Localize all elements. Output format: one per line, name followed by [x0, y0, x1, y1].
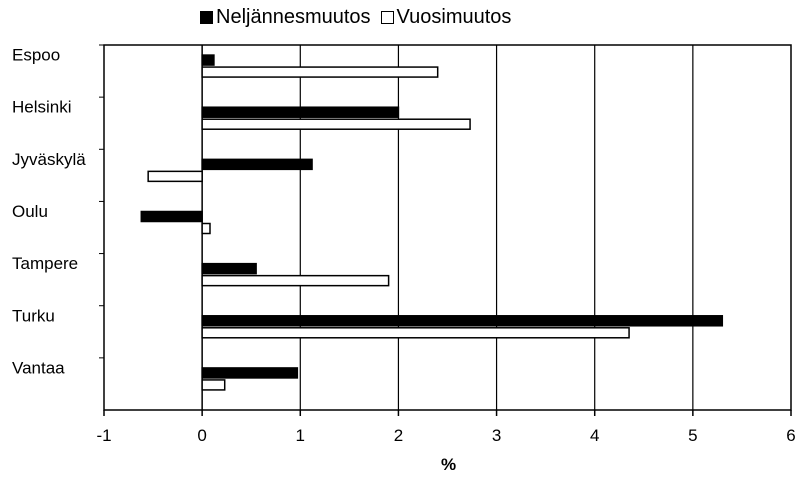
bar-vuosimuutos-vantaa [201, 379, 226, 391]
category-label: Turku [12, 306, 55, 325]
category-label: Oulu [12, 202, 48, 221]
bar-neljännesmuutos-vantaa [201, 367, 299, 379]
bar-neljännesmuutos-jyväskylä [201, 158, 313, 171]
x-tick-label: 3 [492, 426, 501, 445]
x-tick-label: -1 [96, 426, 111, 445]
bar-vuosimuutos-oulu [201, 222, 211, 235]
category-label: Vantaa [12, 358, 65, 377]
legend-label-vuosimuutos: Vuosimuutos [396, 6, 512, 28]
x-tick-label: 2 [394, 426, 403, 445]
bar-vuosimuutos-espoo [201, 66, 439, 78]
category-label: Tampere [12, 254, 78, 273]
x-axis-title: % [441, 455, 457, 474]
legend: Neljännesmuutos Vuosimuutos [200, 6, 521, 29]
legend-swatch-vuosimuutos [380, 11, 394, 24]
bar-neljännesmuutos-tampere [201, 262, 257, 275]
x-tick-label: 6 [786, 426, 795, 445]
bar-neljännesmuutos-espoo [201, 54, 215, 66]
bar-neljännesmuutos-turku [201, 315, 724, 327]
category-label: Helsinki [12, 98, 72, 117]
legend-swatch-neljannesmuutos [200, 11, 213, 24]
x-tick-label: 1 [296, 426, 305, 445]
bar-neljännesmuutos-oulu [140, 210, 203, 223]
legend-item-vuosimuutos: Vuosimuutos [380, 6, 512, 29]
x-tick-label: 5 [688, 426, 697, 445]
legend-item-neljannesmuutos: Neljännesmuutos [200, 6, 371, 29]
bar-neljännesmuutos-helsinki [201, 106, 400, 118]
category-label: Espoo [12, 46, 60, 65]
plot-frame [103, 44, 792, 411]
legend-label-neljannesmuutos: Neljännesmuutos [216, 6, 371, 28]
bar-vuosimuutos-helsinki [201, 118, 471, 130]
x-tick-label: 0 [197, 426, 206, 445]
bar-vuosimuutos-turku [201, 327, 630, 339]
bar-vuosimuutos-tampere [201, 274, 390, 287]
x-tick-label: 4 [590, 426, 599, 445]
bar-vuosimuutos-jyväskylä [147, 170, 203, 183]
category-label: Jyväskylä [12, 150, 86, 169]
